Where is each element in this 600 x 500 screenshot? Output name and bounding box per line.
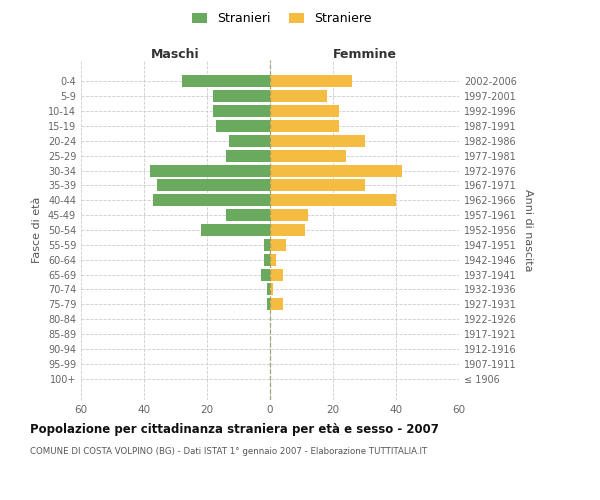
Text: Femmine: Femmine [332,48,397,62]
Bar [214,90,270,102]
Bar [229,135,270,147]
Bar [270,209,308,221]
Bar [214,105,270,117]
Bar [270,194,396,206]
Bar [267,284,270,296]
Text: Maschi: Maschi [151,48,200,62]
Bar [157,180,270,192]
Bar [270,76,352,88]
Bar [226,150,270,162]
Bar [270,164,402,176]
Bar [260,268,270,280]
Y-axis label: Anni di nascita: Anni di nascita [523,188,533,271]
Bar [217,120,270,132]
Bar [151,164,270,176]
Bar [270,120,340,132]
Text: Popolazione per cittadinanza straniera per età e sesso - 2007: Popolazione per cittadinanza straniera p… [30,422,439,436]
Bar [226,209,270,221]
Bar [270,254,277,266]
Bar [270,90,326,102]
Bar [270,135,365,147]
Bar [270,298,283,310]
Bar [267,298,270,310]
Bar [264,239,270,251]
Y-axis label: Fasce di età: Fasce di età [32,197,42,263]
Bar [270,268,283,280]
Text: COMUNE DI COSTA VOLPINO (BG) - Dati ISTAT 1° gennaio 2007 - Elaborazione TUTTITA: COMUNE DI COSTA VOLPINO (BG) - Dati ISTA… [30,448,427,456]
Bar [270,239,286,251]
Bar [270,284,273,296]
Bar [200,224,270,236]
Bar [270,150,346,162]
Legend: Stranieri, Straniere: Stranieri, Straniere [188,8,376,29]
Bar [270,180,365,192]
Bar [270,105,340,117]
Bar [154,194,270,206]
Bar [182,76,270,88]
Bar [264,254,270,266]
Bar [270,224,305,236]
